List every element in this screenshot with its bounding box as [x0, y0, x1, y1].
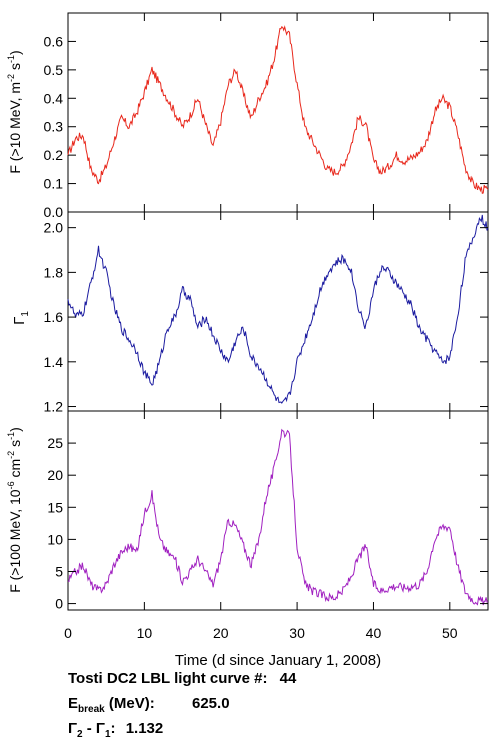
x-tick-label: 10: [137, 625, 153, 641]
ebreak-subscript: break: [78, 704, 105, 715]
top-y-tick-label: 0.5: [44, 62, 64, 78]
gamma-difference-line: Γ2 - Γ1: 1.132: [68, 720, 163, 740]
x-axis-ticks: 0 10 20 30 40 50: [64, 625, 458, 641]
light-curve-title: Tosti DC2 LBL light curve #: 44: [68, 670, 296, 687]
middle-y-tick-label: 1.8: [44, 264, 64, 280]
bottom-series-line: [67, 428, 489, 606]
x-tick-label: 20: [213, 625, 229, 641]
bottom-y-tick-label: 20: [47, 467, 63, 483]
top-y-tick-label: 0.2: [44, 147, 64, 163]
middle-y-tick-label: 1.6: [44, 309, 64, 325]
ebreak-symbol: E: [68, 695, 79, 712]
middle-y-axis-ticks: 1.2 1.4 1.6 1.8 2.0: [44, 212, 488, 415]
top-y-tick-label: 0.1: [44, 176, 64, 192]
bottom-y-tick-label: 25: [47, 435, 63, 451]
ebreak-value: 625.0: [192, 695, 230, 712]
top-y-tick-label: 0.0: [44, 204, 64, 220]
middle-y-tick-label: 1.2: [44, 399, 64, 415]
bottom-y-tick-label: 0: [55, 596, 63, 612]
bottom-y-tick-label: 5: [55, 563, 63, 579]
light-curve-title-text: Tosti DC2 LBL light curve #:: [68, 670, 268, 687]
top-y-tick-label: 0.6: [44, 33, 64, 49]
gamma-2-symbol: Γ: [68, 720, 78, 737]
middle-y-tick-label: 2.0: [44, 220, 64, 236]
top-y-tick-label: 0.4: [44, 90, 64, 106]
middle-y-tick-label: 1.4: [44, 354, 64, 370]
x-tick-label: 30: [289, 625, 305, 641]
gamma-colon: :: [110, 720, 116, 737]
bottom-y-tick-label: 10: [47, 531, 63, 547]
gamma-minus-symbol: - Γ: [82, 720, 105, 737]
gamma-2-subscript: 2: [77, 729, 83, 740]
x-tick-label: 50: [442, 625, 458, 641]
top-series-line: [67, 25, 489, 194]
ebreak-unit: (MeV):: [108, 695, 155, 712]
bottom-y-tick-label: 15: [47, 499, 63, 515]
top-y-axis-label: F (>10 MeV, m-2 s-1): [6, 50, 23, 173]
top-y-axis-ticks: 0.0 0.1 0.2 0.3 0.4 0.5 0.6: [44, 13, 488, 220]
bottom-y-axis-label: F (>100 MeV, 10-6 cm-2 s-1): [6, 427, 23, 593]
gamma-difference-value: 1.132: [125, 720, 164, 737]
x-tick-label: 0: [64, 625, 72, 641]
x-axis-label: Time (d since January 1, 2008): [175, 652, 381, 669]
light-curve-number: 44: [279, 670, 297, 687]
middle-series-line: [67, 214, 489, 404]
bottom-panel-frame: [67, 410, 489, 611]
middle-y-axis-label: Γ1: [11, 311, 31, 325]
gamma-1-subscript: 1: [104, 729, 111, 740]
x-tick-label: 40: [366, 625, 382, 641]
ebreak-line: Ebreak (MeV): 625.0: [68, 695, 230, 715]
bottom-y-axis-ticks: 0 5 10 15 20 25: [47, 411, 488, 612]
middle-panel-frame: [67, 211, 489, 412]
top-y-tick-label: 0.3: [44, 119, 64, 135]
